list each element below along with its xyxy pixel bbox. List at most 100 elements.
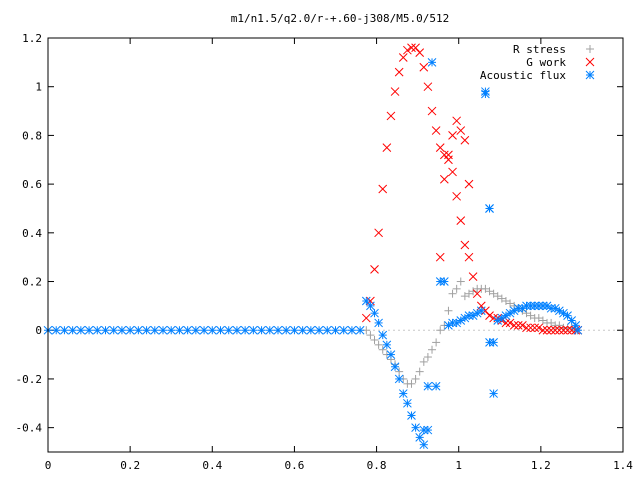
data-point [224, 325, 234, 335]
data-point [390, 87, 400, 96]
legend-marker [586, 45, 594, 53]
data-point [427, 106, 437, 116]
data-point [526, 323, 535, 333]
data-point [117, 325, 127, 335]
data-point [509, 306, 519, 316]
data-point [207, 325, 217, 335]
data-point [407, 379, 416, 388]
data-point [92, 325, 102, 335]
data-point [386, 350, 396, 359]
data-point [411, 423, 420, 433]
data-point [546, 325, 556, 335]
data-point [249, 325, 258, 335]
data-point [464, 179, 474, 189]
data-point [415, 48, 425, 57]
data-point [481, 87, 490, 96]
data-point [444, 321, 453, 330]
data-point [563, 325, 572, 335]
data-point [281, 325, 291, 335]
y-tick-label: 0.2 [22, 276, 42, 289]
data-point [374, 318, 383, 328]
y-tick-label: 0.4 [22, 227, 42, 240]
data-point [158, 325, 168, 335]
data-point [374, 340, 383, 349]
data-point [456, 277, 465, 286]
data-point [427, 57, 437, 67]
data-point [550, 325, 560, 335]
data-point [314, 325, 324, 335]
data-point [366, 301, 375, 311]
data-point [542, 325, 552, 335]
x-axis: 0 0.2 0.4 0.6 0.8 1 1.2 1.4 [45, 38, 633, 472]
data-point [76, 325, 86, 335]
y-tick-label: -0.4 [16, 422, 43, 435]
data-point [419, 62, 429, 72]
data-point [428, 345, 437, 354]
data-point [522, 301, 531, 311]
data-point [444, 150, 453, 160]
data-point [439, 277, 449, 286]
data-point [361, 296, 371, 306]
data-point [538, 325, 548, 335]
data-point [423, 381, 433, 391]
data-point [68, 325, 77, 335]
data-point [407, 411, 416, 420]
data-point [506, 299, 515, 308]
y-tick-label: 1 [35, 81, 42, 94]
data-point [448, 167, 457, 177]
x-tick-label: 1.4 [613, 459, 633, 472]
data-point [431, 381, 441, 391]
data-point [331, 325, 340, 335]
data-point [125, 325, 135, 335]
data-point [481, 306, 490, 316]
data-point [339, 325, 349, 335]
data-point [378, 330, 388, 340]
data-point [306, 325, 316, 335]
legend-marker [585, 57, 595, 67]
data-point [435, 252, 445, 262]
data-point [534, 323, 544, 333]
data-point [432, 338, 441, 347]
data-point [464, 289, 473, 298]
y-tick-label: 0.8 [22, 129, 42, 142]
data-point [522, 323, 531, 333]
data-point [394, 67, 404, 77]
data-point [415, 367, 424, 376]
data-point [534, 314, 543, 323]
series-g-work [361, 43, 583, 335]
data-point [423, 82, 433, 92]
data-point [456, 126, 466, 135]
y-axis: -0.4 -0.2 0 0.2 0.4 0.6 0.8 1 1.2 [16, 32, 623, 435]
data-point [216, 325, 225, 335]
data-point [431, 126, 441, 135]
data-point [439, 150, 449, 160]
data-point [240, 325, 250, 335]
data-point [555, 321, 564, 330]
data-point [150, 325, 160, 335]
data-point [257, 325, 266, 335]
data-point [452, 191, 462, 201]
data-point [403, 45, 412, 55]
data-point [538, 316, 547, 325]
data-point [448, 289, 457, 298]
data-point [435, 143, 445, 152]
data-point [567, 325, 577, 335]
data-point [501, 318, 511, 328]
data-point [370, 335, 379, 344]
series-acoustic-flux [43, 57, 583, 450]
x-tick-label: 0.6 [284, 459, 304, 472]
data-point [452, 116, 462, 126]
legend-label: Acoustic flux [480, 69, 566, 82]
data-point [563, 311, 572, 320]
data-point [452, 318, 462, 328]
data-point [485, 204, 494, 213]
data-point [101, 325, 110, 335]
data-point [390, 362, 400, 372]
data-point [398, 389, 408, 398]
y-tick-label: 0.6 [22, 178, 42, 191]
data-points [43, 43, 583, 450]
data-point [439, 174, 449, 184]
data-point [374, 228, 383, 238]
